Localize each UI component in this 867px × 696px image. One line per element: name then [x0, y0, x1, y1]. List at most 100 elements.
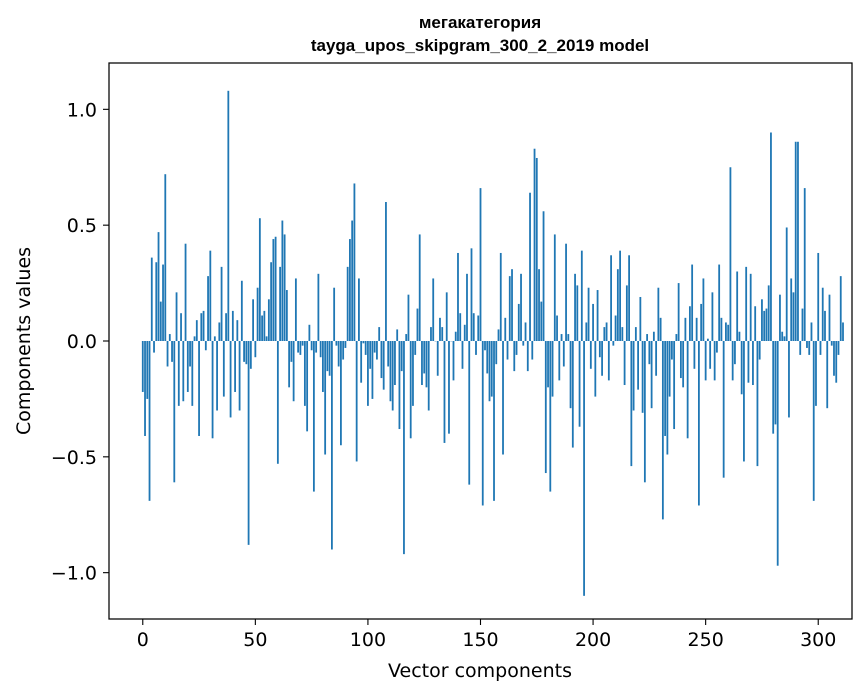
bar-257: [720, 317, 723, 341]
bar-45: [243, 341, 245, 362]
bar-80: [321, 341, 324, 392]
bar-106: [380, 341, 383, 379]
bar-138: [452, 341, 455, 381]
bar-78: [317, 273, 320, 341]
bar-200: [592, 303, 594, 341]
bar-245: [693, 341, 696, 369]
bar-277: [765, 308, 768, 341]
bar-154: [488, 341, 491, 402]
bar-239: [679, 341, 682, 379]
bar-265: [738, 331, 741, 341]
bar-182: [551, 341, 554, 397]
bar-285: [783, 336, 786, 341]
x-tick-label: 300: [800, 629, 836, 651]
bar-290: [794, 141, 797, 341]
bar-135: [445, 292, 448, 341]
bar-87: [337, 341, 340, 367]
bar-169: [522, 341, 525, 346]
bar-117: [405, 334, 408, 341]
bar-34: [218, 322, 221, 341]
bar-152: [484, 341, 486, 351]
bar-164: [511, 269, 513, 341]
bar-259: [725, 322, 727, 341]
bar-274: [758, 341, 761, 360]
y-tick-label: 1.0: [67, 99, 97, 121]
bar-306: [830, 341, 833, 346]
bar-25: [198, 341, 200, 436]
bar-194: [578, 341, 581, 427]
y-tick-label: −1.0: [51, 563, 97, 585]
bar-75: [310, 341, 313, 351]
bar-101: [369, 341, 372, 369]
bar-0: [141, 341, 144, 392]
bar-202: [596, 290, 599, 341]
bar-47: [247, 341, 250, 545]
bar-85: [333, 287, 336, 341]
bar-141: [459, 313, 462, 341]
x-tick-label: 250: [688, 629, 724, 651]
bar-175: [535, 157, 538, 341]
bar-54: [263, 310, 266, 341]
bar-170: [524, 322, 527, 341]
bar-28: [204, 341, 207, 351]
bar-173: [531, 341, 534, 360]
bar-61: [279, 266, 282, 341]
bar-27: [202, 310, 205, 341]
bar-115: [400, 341, 403, 372]
bar-71: [301, 341, 304, 346]
bar-278: [767, 285, 770, 341]
bar-4: [150, 257, 153, 341]
bar-247: [697, 341, 700, 506]
bar-258: [722, 341, 725, 478]
bar-41: [234, 341, 236, 392]
bar-214: [623, 341, 626, 386]
bar-204: [601, 341, 603, 376]
bar-95: [355, 341, 358, 462]
bar-124: [421, 341, 423, 386]
bar-268: [745, 266, 748, 341]
bar-99: [364, 341, 367, 355]
x-tick-label: 100: [350, 629, 386, 651]
bar-288: [790, 278, 793, 341]
bar-156: [493, 341, 495, 501]
bar-56: [267, 299, 270, 341]
bar-186: [560, 334, 563, 341]
bar-118: [407, 294, 410, 341]
bar-166: [515, 341, 518, 355]
bar-63: [283, 234, 286, 341]
bar-286: [785, 227, 788, 341]
bar-281: [774, 341, 777, 425]
bar-275: [761, 299, 763, 341]
bar-221: [639, 296, 642, 341]
bar-217: [630, 341, 633, 467]
x-tick-label: 150: [462, 629, 498, 651]
bar-261: [729, 167, 732, 341]
bar-136: [448, 341, 450, 434]
bar-267: [743, 341, 745, 462]
bar-196: [583, 341, 585, 596]
bar-304: [826, 341, 829, 409]
bar-253: [711, 292, 714, 341]
bar-104: [376, 341, 378, 360]
bar-22: [191, 341, 194, 406]
bar-299: [815, 341, 817, 406]
bar-11: [166, 341, 169, 367]
bar-273: [756, 341, 759, 467]
bar-187: [562, 341, 565, 367]
bar-296: [808, 341, 811, 355]
bar-181: [549, 341, 552, 492]
y-tick-label: −0.5: [51, 447, 97, 469]
bar-282: [776, 341, 779, 566]
bar-206: [605, 322, 608, 341]
bar-233: [666, 341, 669, 455]
bar-8: [159, 301, 162, 341]
bar-189: [567, 334, 570, 341]
x-tick-label: 0: [137, 629, 149, 651]
bar-140: [457, 252, 459, 341]
bar-295: [806, 341, 808, 348]
bar-38: [227, 90, 230, 341]
bar-226: [650, 341, 653, 409]
bar-139: [454, 331, 457, 341]
bar-18: [182, 341, 185, 402]
bar-298: [812, 341, 815, 501]
